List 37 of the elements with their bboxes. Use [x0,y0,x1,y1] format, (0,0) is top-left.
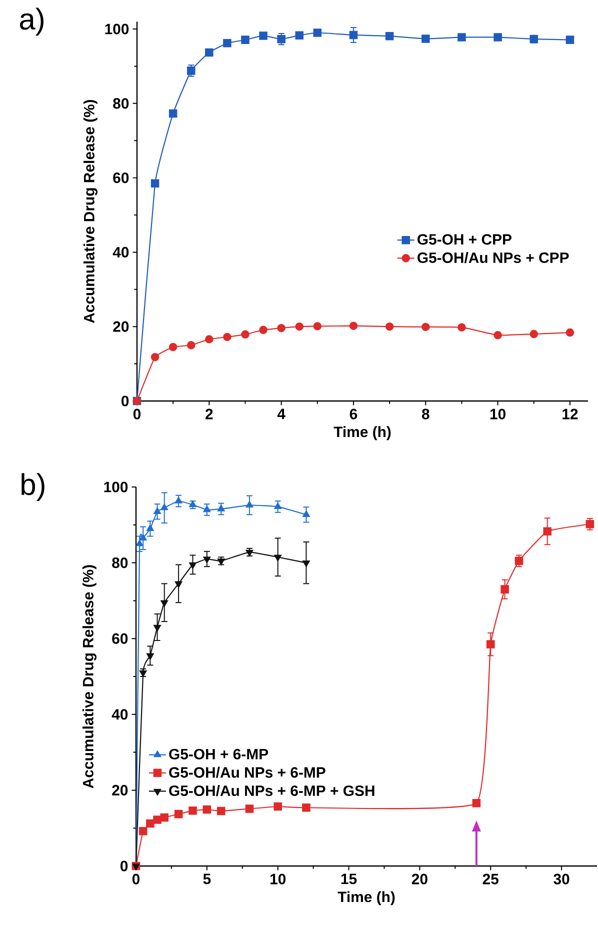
x-tick-label: 4 [277,408,286,420]
x-tick-label: 0 [133,408,141,420]
y-axis-title: Accumulative Drug Release (%) [83,100,98,324]
y-tick-label: 60 [113,172,129,184]
x-tick-label: 5 [203,874,211,884]
x-tick-label: 6 [350,408,358,420]
legend-label: G5-OH/Au NPs + CPP [418,252,569,264]
x-tick-label: 2 [206,408,213,420]
x-tick-label: 10 [490,408,506,420]
y-tick-label: 80 [112,558,128,568]
x-axis-title: Time (h) [334,426,391,440]
y-tick-label: 60 [112,633,128,644]
legend-label: G5-OH/Au NPs + 6-MP [169,766,326,778]
x-tick-label: 25 [482,874,499,884]
chart-title: a) [20,8,44,36]
y-tick-label: 0 [122,396,129,406]
legend-label: G5-OH/Au NPs + 6-MP + GSH [169,785,374,796]
y-tick-label: 80 [113,98,129,109]
y-axis-title: Accumulative Drug Release (%) [82,565,96,788]
legend-label: G5-OH + 6-MP [169,748,268,760]
y-tick-label: 40 [112,246,129,258]
x-axis-title: Time (h) [338,891,395,906]
x-tick-label: 20 [412,874,428,884]
x-tick-label: 8 [422,408,430,420]
x-tick-label: 0 [132,874,140,884]
y-tick-label: 0 [120,860,128,872]
y-tick-label: 40 [112,709,128,720]
y-tick-label: 20 [113,321,129,332]
x-tick-label: 12 [562,408,578,420]
y-tick-label: 20 [112,784,128,796]
chart-title: b) [22,473,44,502]
y-tick-label: 100 [105,24,129,34]
legend-label: G5-OH + CPP [418,234,512,245]
y-tick-label: 100 [104,482,128,492]
x-tick-label: 15 [341,874,357,884]
x-tick-label: 10 [270,874,286,884]
x-tick-label: 30 [554,874,570,884]
